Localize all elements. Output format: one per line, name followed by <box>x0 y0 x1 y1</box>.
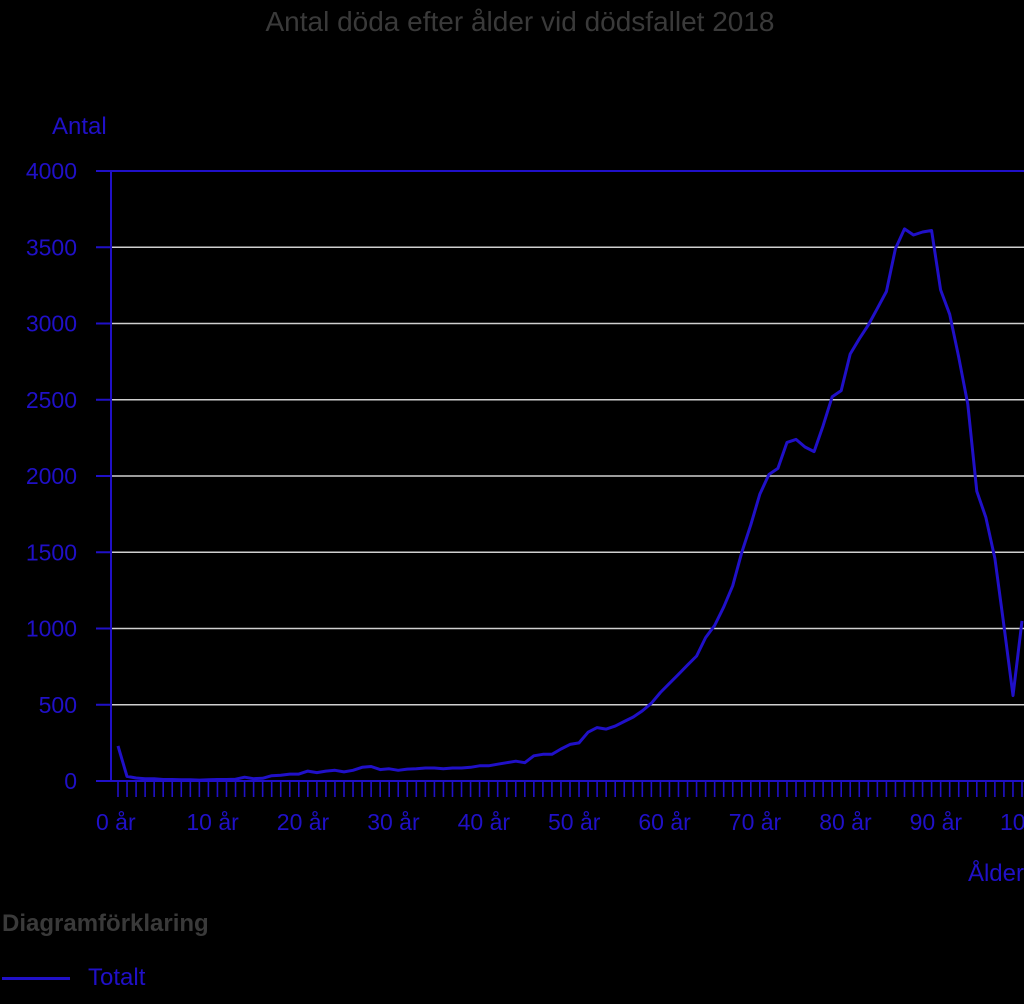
series-layer <box>116 227 1024 782</box>
y-tick-label: 3000 <box>26 311 77 337</box>
y-tick-label: 2500 <box>26 387 77 413</box>
x-tick-label: 0 år <box>96 809 136 835</box>
x-tick-label: 80 år <box>819 809 872 835</box>
x-tick-label: 10 år <box>186 809 239 835</box>
x-tick-label: 70 år <box>729 809 782 835</box>
y-tick-label: 500 <box>39 692 77 718</box>
x-tick-label: 90 år <box>910 809 963 835</box>
x-tick-label: 30 år <box>367 809 420 835</box>
y-tick-label: 0 <box>64 768 77 794</box>
x-tick-label: 40 år <box>458 809 511 835</box>
legend-item-totalt: Totalt <box>2 962 145 994</box>
legend-heading: Diagramförklaring <box>2 910 209 937</box>
x-axis-label: Ålder <box>967 860 1024 887</box>
tick-labels: 0 500 1000 1500 2000 2500 3000 3500 4000 0 år 10 å… <box>26 158 1024 835</box>
y-tick-label: 3500 <box>26 234 77 260</box>
axes <box>96 170 1024 797</box>
x-tick-label: 100+ <box>1000 809 1024 835</box>
y-tick-label: 2000 <box>26 463 77 489</box>
legend-swatch <box>2 976 70 980</box>
chart-title: Antal döda efter ålder vid dödsfallet 20… <box>265 6 775 37</box>
y-tick-label: 1000 <box>26 616 77 642</box>
legend-label: Totalt <box>88 964 146 991</box>
x-tick-label: 60 år <box>638 809 691 835</box>
x-tick-label: 20 år <box>277 809 330 835</box>
y-tick-label: 4000 <box>26 158 77 184</box>
series-line-totalt <box>116 227 1024 782</box>
y-tick-label: 1500 <box>26 539 77 565</box>
x-tick-label: 50 år <box>548 809 601 835</box>
grid-lines <box>111 246 1024 706</box>
y-axis-label: Antal <box>52 113 107 140</box>
